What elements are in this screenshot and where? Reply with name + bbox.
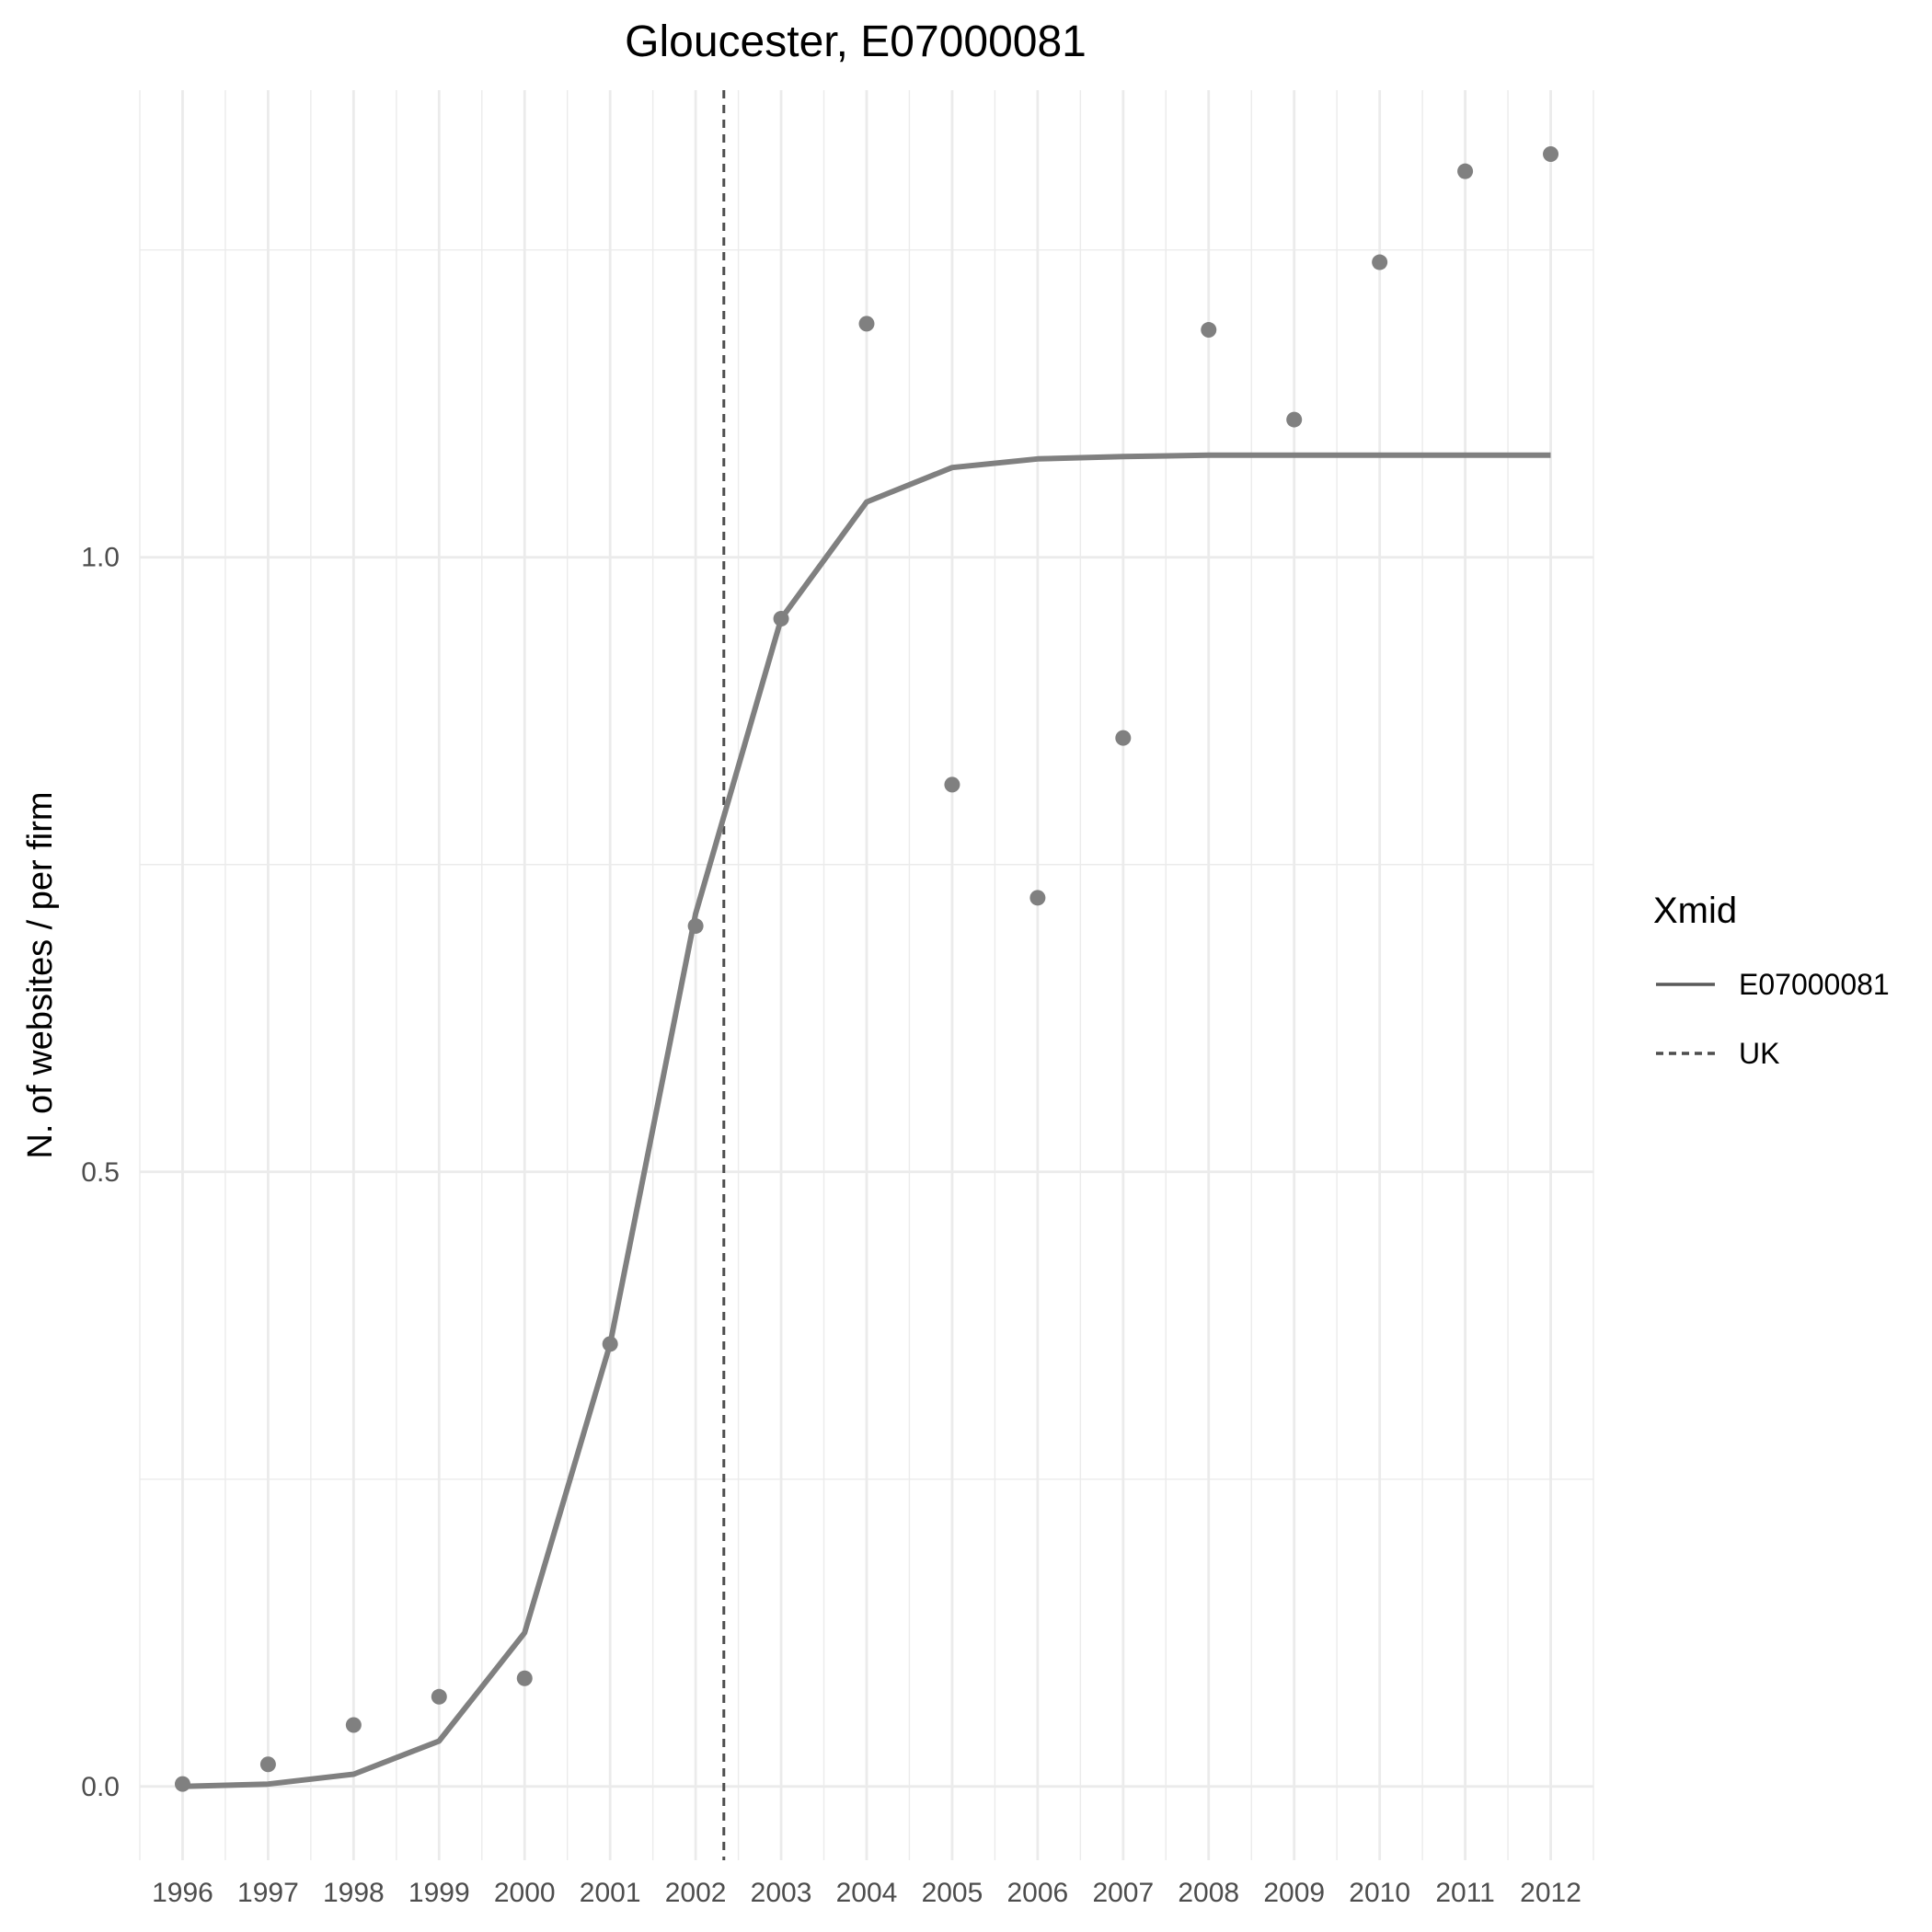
y-tick-label: 0.5	[81, 1157, 120, 1188]
data-point	[431, 1688, 447, 1705]
x-tick-label: 1996	[152, 1878, 213, 1908]
data-point	[1201, 322, 1217, 339]
legend-entries: E07000081 UK	[1656, 968, 1890, 1070]
grid	[139, 90, 1594, 1860]
series	[174, 145, 1559, 1792]
data-point	[1115, 730, 1132, 746]
x-tick-label: 1998	[323, 1878, 385, 1908]
x-tick-label: 1997	[237, 1878, 299, 1908]
data-point	[1543, 145, 1559, 162]
axes: 1996 1997 1998 1999 2000 2001 2002 2003 2004 2005…	[81, 543, 1581, 1908]
x-tick-label: 2008	[1178, 1878, 1239, 1908]
data-point	[1286, 411, 1303, 428]
x-tick-label: 1999	[408, 1878, 470, 1908]
x-tick-label: 2001	[580, 1878, 641, 1908]
data-point	[1457, 163, 1474, 179]
data-point	[259, 1756, 276, 1773]
legend-title: Xmid	[1653, 891, 1737, 931]
y-tick-label: 0.0	[81, 1772, 120, 1802]
x-tick-label: 2003	[751, 1878, 812, 1908]
x-tick-label: 2012	[1520, 1878, 1581, 1908]
x-tick-label: 2006	[1007, 1878, 1069, 1908]
data-point	[174, 1776, 190, 1792]
x-tick-label: 2004	[836, 1878, 898, 1908]
y-tick-label: 1.0	[81, 543, 120, 573]
x-tick-label: 2002	[665, 1878, 727, 1908]
legend: Xmid E07000081 UK	[1653, 891, 1890, 1070]
data-point	[687, 918, 704, 935]
x-tick-label: 2010	[1349, 1878, 1410, 1908]
data-point	[773, 611, 789, 627]
y-axis-title: N. of websites / per firm	[21, 791, 60, 1158]
legend-label-e07000081: E07000081	[1739, 968, 1890, 1001]
data-point	[1029, 890, 1046, 906]
legend-label-uk: UK	[1739, 1037, 1779, 1070]
data-point	[516, 1670, 533, 1686]
x-tick-label: 2009	[1263, 1878, 1325, 1908]
data-point	[602, 1336, 618, 1352]
x-tick-label: 2007	[1092, 1878, 1154, 1908]
data-point	[858, 316, 875, 332]
x-tick-label: 2005	[922, 1878, 983, 1908]
data-point	[944, 776, 960, 793]
chart-title: Gloucester, E07000081	[625, 17, 1087, 66]
x-tick-label: 2011	[1435, 1878, 1495, 1908]
series-line-e07000081	[182, 452, 1551, 1789]
data-point	[345, 1717, 362, 1733]
x-tick-label: 2000	[494, 1878, 556, 1908]
data-point	[1372, 254, 1388, 270]
